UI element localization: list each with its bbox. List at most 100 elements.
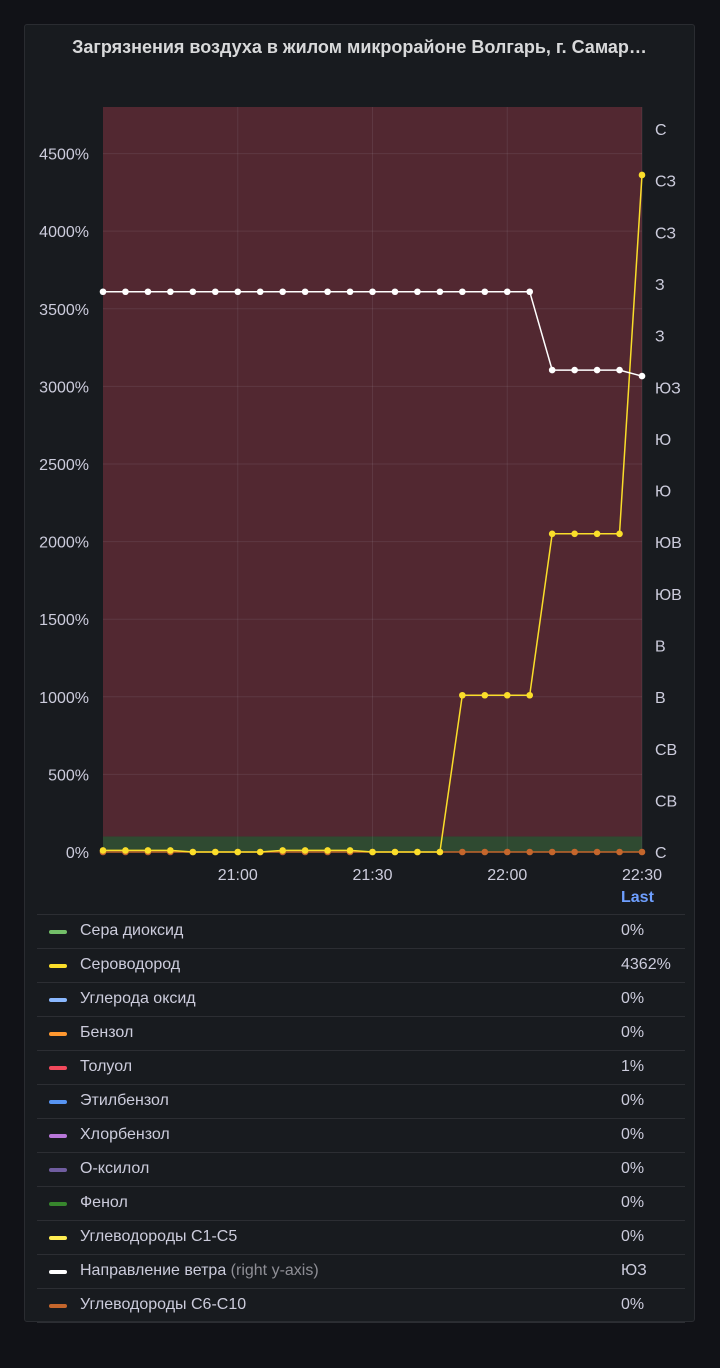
legend-axis-note: (right y-axis) xyxy=(230,1262,319,1279)
x-axis-tick-label: 21:30 xyxy=(352,867,392,884)
series-point xyxy=(144,288,152,296)
series-point xyxy=(144,847,152,854)
legend-item-label: Углеводороды С6-С10 xyxy=(80,1296,246,1314)
series-point xyxy=(481,848,489,856)
legend-item[interactable]: Хлорбензол 0% xyxy=(37,1118,685,1152)
series-point xyxy=(436,288,444,296)
series-point xyxy=(571,530,578,538)
series-point xyxy=(122,847,129,854)
legend-item[interactable]: Углеводороды С1-С5 0% xyxy=(37,1220,685,1254)
series-point xyxy=(211,288,219,296)
series-point xyxy=(189,848,197,856)
left-axis-tick-label: 1000% xyxy=(39,690,89,707)
legend-item-label: Толуол xyxy=(80,1058,132,1076)
left-axis-tick-label: 4500% xyxy=(39,147,89,164)
series-point xyxy=(122,288,129,296)
legend-item[interactable]: О-ксилол 0% xyxy=(37,1152,685,1186)
legend-item-name: Сера диоксид xyxy=(80,922,184,939)
right-axis-tick-label: ЮВ xyxy=(655,587,682,604)
legend-swatch xyxy=(49,1270,67,1274)
legend-item-label: Направление ветра (right y-axis) xyxy=(80,1262,319,1280)
series-point xyxy=(526,848,534,856)
legend-item-value: 0% xyxy=(621,1024,645,1041)
series-point xyxy=(279,288,286,296)
legend-item-value: 0% xyxy=(621,990,645,1007)
legend-item[interactable]: Бензол 0% xyxy=(37,1016,685,1050)
threshold-band xyxy=(103,107,642,837)
series-point xyxy=(369,288,376,296)
series-point xyxy=(571,848,578,856)
legend-item-name: Сероводород xyxy=(80,956,181,973)
series-point xyxy=(503,691,511,699)
series-point xyxy=(256,288,264,296)
legend-item-value: 0% xyxy=(621,1092,645,1109)
legend-item-label: Сероводород xyxy=(80,956,180,974)
legend-item[interactable]: Сероводород 4362% xyxy=(37,948,685,982)
legend-item[interactable]: Углеводороды С6-С10 0% xyxy=(37,1288,685,1323)
series-point xyxy=(548,848,556,856)
legend-swatch xyxy=(49,930,67,934)
series-point xyxy=(548,530,556,538)
right-axis-tick-label: СЗ xyxy=(655,225,676,242)
series-point xyxy=(526,288,534,296)
legend-item-value: 0% xyxy=(621,1228,645,1245)
series-point xyxy=(616,530,623,538)
series-point xyxy=(459,691,466,699)
legend-item[interactable]: Направление ветра (right y-axis) ЮЗ xyxy=(37,1254,685,1288)
series-point xyxy=(436,848,444,856)
legend-swatch xyxy=(49,1236,67,1240)
legend-item-value: 0% xyxy=(621,922,645,939)
legend-item[interactable]: Толуол 1% xyxy=(37,1050,685,1084)
panel-title: Загрязнения воздуха в жилом микрорайоне … xyxy=(72,37,647,57)
left-axis-tick-label: 2500% xyxy=(39,457,89,474)
right-axis-tick-label: С xyxy=(655,122,667,139)
legend-item-name: Углерода оксид xyxy=(80,990,196,1007)
right-axis-tick-label: С xyxy=(655,845,667,862)
right-axis-tick-label: В xyxy=(655,690,666,707)
legend-swatch xyxy=(49,998,67,1002)
series-point xyxy=(234,848,242,856)
series-point xyxy=(638,372,646,380)
legend-item[interactable]: Этилбензол 0% xyxy=(37,1084,685,1118)
series-point xyxy=(593,366,601,374)
right-axis-tick-label: З xyxy=(655,277,665,294)
series-point xyxy=(256,848,264,856)
series-point xyxy=(616,848,623,856)
legend-swatch xyxy=(49,964,67,968)
series-point xyxy=(593,530,601,538)
legend-item-label: Сера диоксид xyxy=(80,922,183,940)
legend-item-label: Углеводороды С1-С5 xyxy=(80,1228,237,1246)
legend: Сера диоксид 0% Сероводород 4362% Углерода о… xyxy=(37,914,685,1323)
legend-item[interactable]: Сера диоксид 0% xyxy=(37,914,685,948)
series-point xyxy=(324,847,331,854)
series-point xyxy=(346,288,354,296)
legend-item-value: 1% xyxy=(621,1058,645,1075)
legend-item-value: ЮЗ xyxy=(621,1262,647,1279)
legend-item[interactable]: Фенол 0% xyxy=(37,1186,685,1220)
left-axis-tick-label: 4000% xyxy=(39,224,89,241)
legend-item-name: Толуол xyxy=(80,1058,133,1075)
left-axis-tick-label: 500% xyxy=(48,767,89,784)
legend-item-value: 0% xyxy=(621,1160,645,1177)
series-point xyxy=(369,848,376,856)
legend-item-name: Бензол xyxy=(80,1024,134,1041)
legend-item[interactable]: Углерода оксид 0% xyxy=(37,982,685,1016)
x-axis-tick-label: 22:00 xyxy=(487,867,527,884)
series-point xyxy=(167,847,174,854)
chart-panel: Загрязнения воздуха в жилом микрорайоне … xyxy=(24,24,696,1323)
legend-item-label: Бензол xyxy=(80,1024,133,1042)
chart-canvas[interactable]: 0% 500% 1000% 1500% 2000% 2500% 3000% 3500% 4000… xyxy=(25,25,696,905)
series-point xyxy=(279,847,286,854)
legend-header-last[interactable]: Last xyxy=(621,889,654,906)
legend-item-value: 4362% xyxy=(621,956,671,973)
right-axis-tick-label: ЮВ xyxy=(655,535,682,552)
series-point xyxy=(211,848,219,856)
series-point xyxy=(526,691,534,699)
series-point xyxy=(301,847,309,854)
legend-item-value: 0% xyxy=(621,1126,645,1143)
legend-item-name: Направление ветра xyxy=(80,1262,227,1279)
series-point xyxy=(301,288,309,296)
legend-swatch xyxy=(49,1032,67,1036)
series-point xyxy=(638,171,646,179)
legend-item-value: 0% xyxy=(621,1194,645,1211)
